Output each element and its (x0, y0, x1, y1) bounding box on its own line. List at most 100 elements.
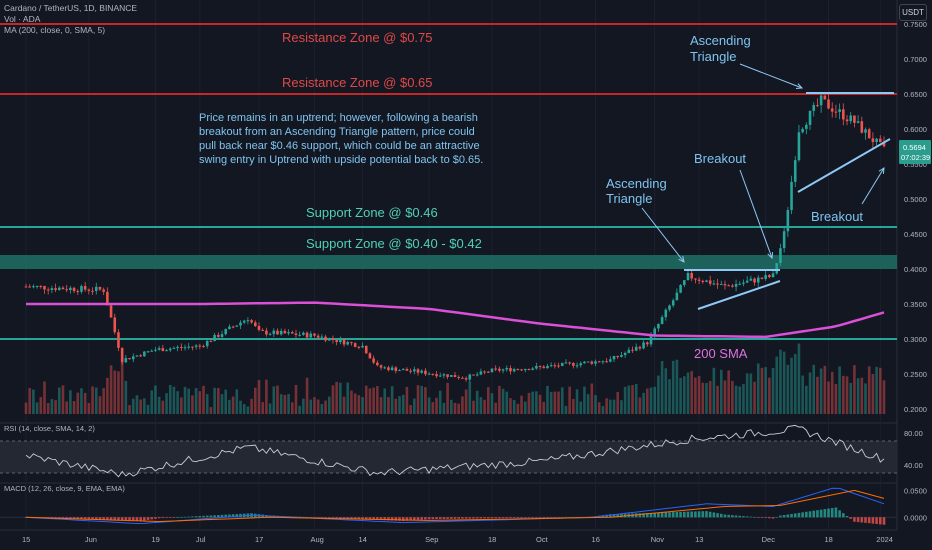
volume-bar (579, 401, 583, 414)
price-tick-label: 0.2500 (904, 370, 927, 379)
volume-bar (468, 381, 472, 414)
macd-histogram-bar (557, 517, 560, 518)
candle-body (823, 95, 827, 100)
volume-bar (265, 379, 268, 414)
macd-histogram-bar (361, 517, 364, 520)
candle-body (205, 340, 209, 347)
macd-histogram-bar (353, 517, 357, 520)
candle-body (309, 333, 313, 338)
volume-bar (409, 405, 412, 414)
volume-bar (316, 399, 320, 414)
candle-body (461, 377, 464, 379)
volume-bar (94, 387, 98, 414)
candle-body (217, 334, 220, 337)
volume-bar (819, 368, 823, 414)
volume-bar (294, 384, 298, 414)
candle-body (202, 345, 205, 347)
volume-bar (302, 398, 305, 414)
candle-body (660, 317, 664, 324)
candle-body (782, 231, 786, 249)
volume-bar (653, 386, 657, 414)
volume-bar (572, 399, 575, 414)
macd-tick-label: 0.0500 (904, 486, 927, 495)
volume-bar (494, 402, 497, 414)
candle-body (649, 335, 653, 345)
volume-bar (87, 403, 91, 414)
macd-histogram-bar (856, 517, 860, 523)
volume-bar (679, 377, 682, 414)
candle-body (475, 374, 479, 376)
candle-body (871, 138, 875, 143)
sma-200-line (26, 301, 885, 339)
volume-bar (490, 393, 494, 414)
candle-body (516, 369, 520, 371)
macd-histogram-bar (220, 514, 224, 518)
candle-body (72, 287, 76, 292)
candle-body (394, 367, 398, 371)
volume-bar (616, 392, 620, 414)
candle-body (335, 339, 338, 343)
macd-histogram-bar (882, 517, 886, 525)
currency-button[interactable]: USDT (899, 4, 927, 21)
macd-histogram-bar (231, 514, 235, 518)
macd-histogram-bar (690, 511, 693, 518)
candle-body (568, 362, 571, 364)
macd-histogram-bar (364, 517, 368, 520)
volume-bar (716, 385, 719, 414)
candle-body (575, 365, 579, 367)
candle-body (442, 374, 446, 376)
candle-body (279, 330, 283, 335)
resistance-065-label: Resistance Zone @ $0.65 (282, 75, 433, 90)
macd-histogram-bar (228, 514, 231, 518)
time-tick-label: 16 (592, 535, 600, 544)
time-tick-label: 18 (825, 535, 833, 544)
volume-bar (560, 387, 564, 414)
volume-bar (557, 391, 560, 414)
volume-bar (764, 367, 767, 414)
macd-histogram-bar (682, 511, 686, 518)
volume-bar (756, 363, 760, 414)
volume-bar (350, 390, 353, 414)
volume-bar (472, 400, 475, 414)
volume-bar (117, 371, 120, 414)
candle-body (768, 275, 771, 278)
analysis-note-line-1: Price remains in an uptrend; however, fo… (199, 112, 478, 124)
candle-body (416, 369, 420, 373)
candle-body (372, 358, 375, 363)
volume-bar (816, 376, 819, 414)
candle-body (120, 347, 124, 363)
candle-body (816, 105, 819, 107)
volume-bar (620, 400, 623, 414)
triangle-top-label-2: Triangle (690, 49, 736, 64)
macd-histogram-bar (357, 517, 361, 520)
macd-histogram-bar (191, 516, 194, 518)
volume-bar (782, 351, 786, 414)
volume-bar (690, 371, 693, 414)
macd-histogram-bar (520, 517, 523, 518)
volume-bar (187, 388, 191, 414)
volume-bar (830, 371, 834, 414)
volume-bar (339, 382, 342, 414)
volume-bar (475, 390, 479, 414)
volume-bar (435, 397, 438, 414)
price-tick-label: 0.6000 (904, 125, 927, 134)
volume-bar (649, 387, 653, 414)
candle-body (572, 362, 575, 366)
volume-bar (450, 399, 453, 414)
volume-bar (553, 391, 557, 414)
candle-body (117, 332, 120, 348)
macd-histogram-bar (183, 516, 187, 518)
volume-bar (54, 400, 57, 414)
volume-bar (845, 376, 849, 414)
axes: 0.7500 0.7000 0.6500 0.6000 0.5500 0.5000 0.45… (22, 20, 927, 544)
volume-bar (368, 388, 372, 414)
candle-body (324, 336, 327, 341)
macd-histogram-bar (143, 517, 146, 521)
volume-bar (390, 386, 394, 414)
macd-histogram-bar (853, 517, 856, 522)
price-tick-label: 0.7500 (904, 20, 927, 29)
candle-body (612, 355, 616, 360)
macd-histogram-bar (387, 517, 390, 521)
macd-histogram-bar (464, 517, 468, 519)
